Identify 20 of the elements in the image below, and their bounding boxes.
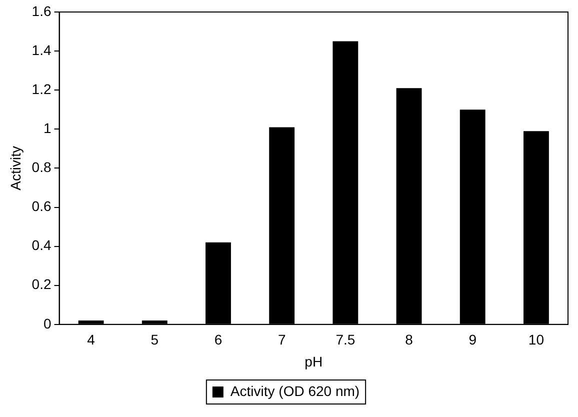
x-tick-label: 6 <box>214 332 222 348</box>
y-tick-label: 0.6 <box>32 198 52 214</box>
x-tick-label: 10 <box>528 332 544 348</box>
y-tick-label: 0.2 <box>32 276 52 292</box>
x-tick-label: 9 <box>468 332 477 348</box>
y-tick-label: 1.6 <box>32 2 52 19</box>
x-tick-label: 7 <box>278 332 286 348</box>
y-tick-label: 1.4 <box>32 42 52 58</box>
x-tick-label: 5 <box>150 332 159 348</box>
y-tick-label: 0.8 <box>32 159 52 176</box>
y-axis-title: Activity <box>7 146 24 190</box>
y-tick-label: 0.4 <box>32 237 52 254</box>
y-tick-label: 0 <box>43 315 52 332</box>
x-tick-label: 7.5 <box>336 332 356 348</box>
x-tick-label: 8 <box>405 332 414 348</box>
x-tick-label: 4 <box>87 332 96 348</box>
y-tick-label: 1 <box>43 120 52 136</box>
x-axis-title: pH <box>304 353 323 370</box>
y-tick-label: 1.2 <box>32 80 52 97</box>
legend-label: Activity (OD 620 nm) <box>230 382 360 399</box>
